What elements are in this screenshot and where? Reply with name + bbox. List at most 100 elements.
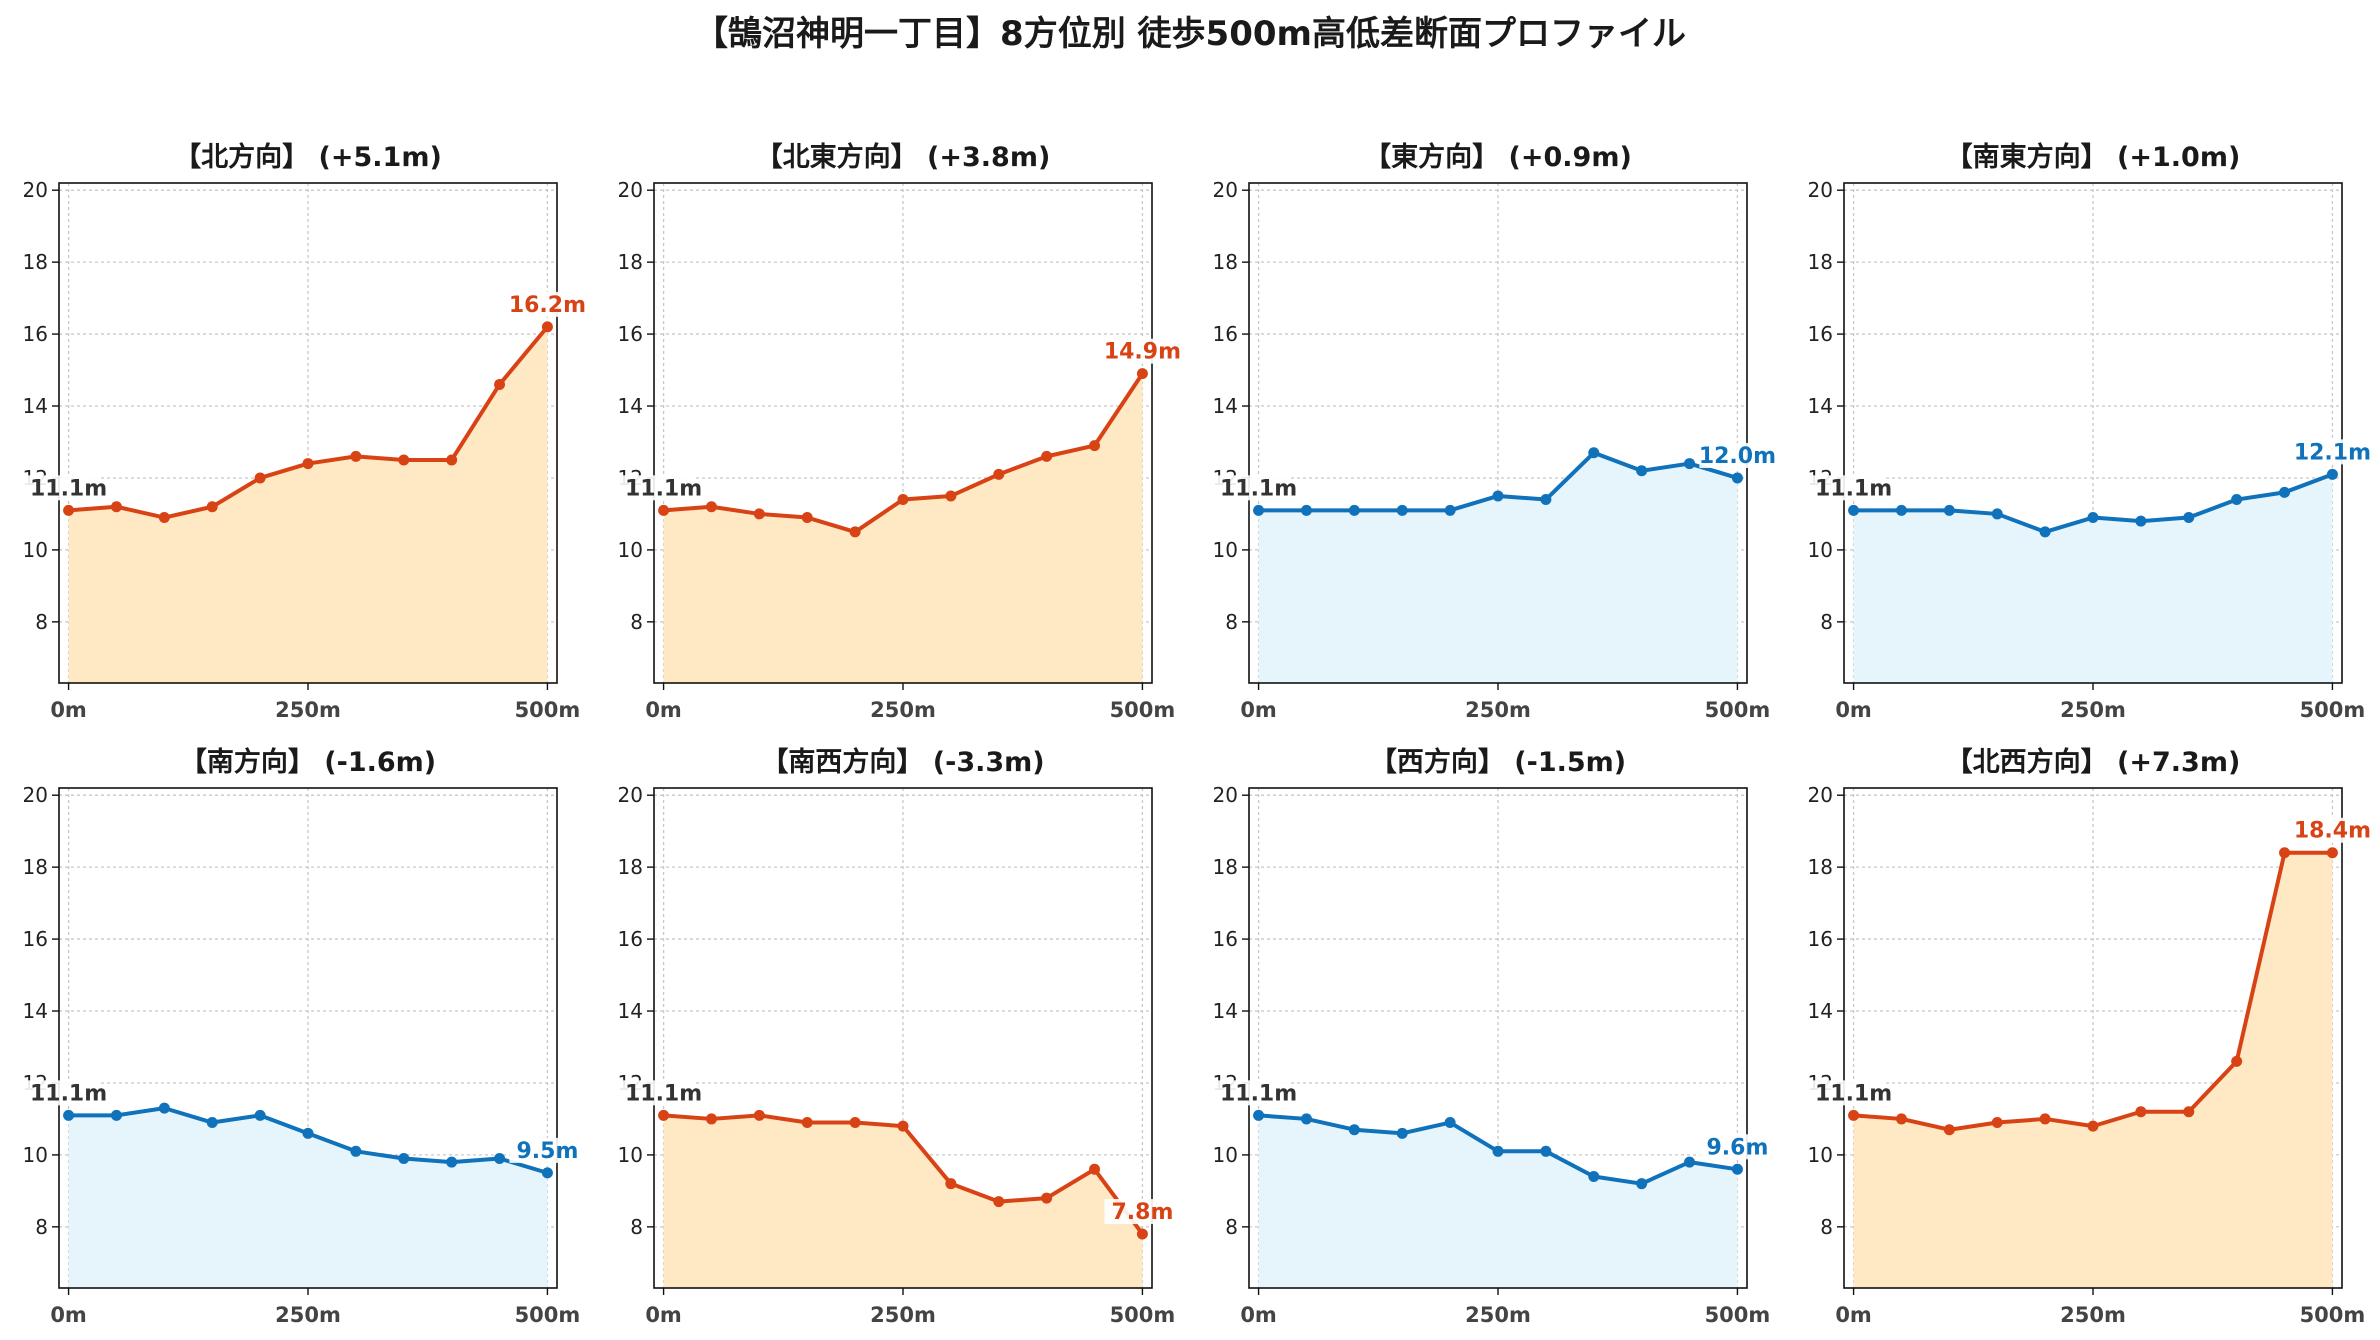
xtick-label: 0m bbox=[50, 1303, 87, 1327]
ytick-label: 8 bbox=[1820, 1215, 1833, 1239]
data-point bbox=[993, 1196, 1005, 1208]
data-point bbox=[2039, 526, 2051, 538]
xtick-label: 500m bbox=[1110, 698, 1176, 722]
ytick-label: 14 bbox=[1213, 999, 1238, 1023]
end-label-bg bbox=[1104, 1199, 1181, 1225]
panel-title: 【北東方向】 (+3.8m) bbox=[756, 141, 1051, 173]
ytick-label: 8 bbox=[1820, 610, 1833, 634]
ytick-label: 14 bbox=[23, 999, 48, 1023]
data-point bbox=[2183, 1106, 2195, 1118]
data-point bbox=[1636, 465, 1648, 477]
plot-frame bbox=[58, 182, 558, 684]
start-value-label: 11.1m bbox=[625, 476, 702, 501]
data-point bbox=[849, 526, 861, 538]
elevation-area bbox=[663, 373, 1143, 683]
ytick-label: 10 bbox=[618, 538, 643, 562]
data-point bbox=[158, 1102, 170, 1114]
profile-panel: 81012141618200m250m500m11.1m14.9m【北東方向】 … bbox=[618, 141, 1181, 722]
plot-frame bbox=[1843, 787, 2343, 1289]
start-value-label: 11.1m bbox=[1220, 1081, 1297, 1106]
ytick-label: 16 bbox=[1808, 322, 1833, 346]
start-label-bg bbox=[24, 475, 99, 501]
start-label-bg bbox=[24, 1080, 99, 1106]
ytick-label: 20 bbox=[1808, 783, 1833, 807]
elevation-area bbox=[1853, 852, 2333, 1288]
xtick-label: 250m bbox=[275, 1303, 341, 1327]
ytick-label: 16 bbox=[618, 927, 643, 951]
ytick-label: 10 bbox=[618, 1143, 643, 1167]
ytick-label: 18 bbox=[1213, 855, 1238, 879]
ytick-label: 20 bbox=[23, 178, 48, 202]
ytick-label: 8 bbox=[35, 1215, 48, 1239]
data-point bbox=[1136, 1228, 1148, 1240]
start-label-bg bbox=[1214, 475, 1289, 501]
data-point bbox=[158, 512, 170, 524]
data-point bbox=[1089, 440, 1101, 452]
plot-frame bbox=[1843, 182, 2343, 684]
data-point bbox=[705, 1113, 717, 1125]
end-label-bg bbox=[1104, 338, 1181, 364]
data-point bbox=[494, 378, 506, 390]
ytick-label: 14 bbox=[618, 999, 643, 1023]
start-label-bg bbox=[1809, 1080, 1884, 1106]
ytick-label: 16 bbox=[1213, 322, 1238, 346]
start-value-label: 11.1m bbox=[1220, 476, 1297, 501]
xtick-label: 250m bbox=[870, 698, 936, 722]
data-point bbox=[1492, 1145, 1504, 1157]
plot-frame bbox=[1248, 182, 1748, 684]
panel-title: 【北方向】 (+5.1m) bbox=[174, 141, 442, 173]
xtick-label: 250m bbox=[275, 698, 341, 722]
data-point bbox=[2326, 468, 2338, 480]
start-value-label: 11.1m bbox=[1815, 1081, 1892, 1106]
xtick-label: 0m bbox=[50, 698, 87, 722]
data-point bbox=[1848, 1109, 1860, 1121]
ytick-label: 18 bbox=[23, 250, 48, 274]
data-point bbox=[945, 1178, 957, 1190]
panel-title: 【北西方向】 (+7.3m) bbox=[1946, 746, 2241, 778]
data-point bbox=[63, 504, 75, 516]
data-point bbox=[446, 1156, 458, 1168]
ytick-label: 14 bbox=[1808, 999, 1833, 1023]
end-label-bg bbox=[2294, 439, 2371, 465]
data-point bbox=[1895, 504, 1907, 516]
data-point bbox=[1444, 1117, 1456, 1129]
ytick-label: 18 bbox=[23, 855, 48, 879]
data-point bbox=[1895, 1113, 1907, 1125]
ytick-label: 18 bbox=[618, 250, 643, 274]
data-point bbox=[541, 1167, 553, 1179]
ytick-label: 18 bbox=[1808, 855, 1833, 879]
data-point bbox=[302, 458, 314, 470]
ytick-label: 8 bbox=[35, 610, 48, 634]
data-point bbox=[1848, 504, 1860, 516]
ytick-label: 14 bbox=[1213, 394, 1238, 418]
data-point bbox=[1396, 504, 1408, 516]
data-point bbox=[1300, 1113, 1312, 1125]
ytick-label: 20 bbox=[1213, 178, 1238, 202]
ytick-label: 20 bbox=[23, 783, 48, 807]
data-point bbox=[753, 508, 765, 520]
data-point bbox=[658, 504, 670, 516]
data-point bbox=[206, 1117, 218, 1129]
plot-frame bbox=[58, 787, 558, 1289]
start-value-label: 11.1m bbox=[625, 1081, 702, 1106]
data-point bbox=[2279, 847, 2291, 859]
data-point bbox=[1731, 472, 1743, 484]
data-point bbox=[658, 1109, 670, 1121]
ytick-label: 20 bbox=[618, 178, 643, 202]
data-point bbox=[1636, 1178, 1648, 1190]
start-label-bg bbox=[619, 475, 694, 501]
ytick-label: 10 bbox=[1213, 538, 1238, 562]
xtick-label: 0m bbox=[1240, 698, 1277, 722]
start-value-label: 11.1m bbox=[1815, 476, 1892, 501]
ytick-label: 10 bbox=[23, 1143, 48, 1167]
profile-panel: 81012141618200m250m500m11.1m9.6m【西方向】 (-… bbox=[1213, 746, 1776, 1327]
panel-title: 【南方向】 (-1.6m) bbox=[180, 746, 436, 778]
ytick-label: 8 bbox=[1225, 1215, 1238, 1239]
end-label-bg bbox=[1699, 442, 1776, 468]
data-point bbox=[398, 1153, 410, 1165]
panel-title: 【東方向】 (+0.9m) bbox=[1364, 141, 1632, 173]
end-value-label: 12.0m bbox=[1699, 444, 1776, 469]
ytick-label: 14 bbox=[618, 394, 643, 418]
